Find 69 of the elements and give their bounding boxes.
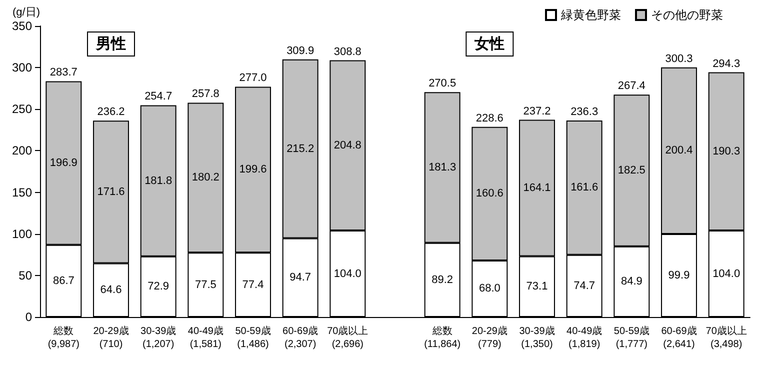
total-label: 237.2	[523, 105, 551, 118]
x-tick-label: 総数 (9,987)	[48, 325, 80, 350]
y-tick-label: 200	[12, 144, 32, 158]
data-label: 99.9	[668, 269, 690, 282]
x-tick-label: 20-29歳 (710)	[93, 325, 129, 350]
total-label: 308.8	[334, 46, 362, 58]
total-label: 254.7	[144, 90, 172, 103]
annotation: 男性	[95, 35, 126, 52]
x-tick-label: 30-39歳 (1,350)	[519, 325, 555, 350]
x-tick-label: 30-39歳 (1,207)	[140, 325, 176, 350]
data-label: 104.0	[712, 268, 740, 280]
legend-label: その他の野菜	[651, 8, 723, 22]
data-label: 89.2	[432, 274, 454, 286]
x-tick-label: 60-69歳 (2,641)	[661, 325, 697, 350]
data-label: 86.7	[52, 274, 74, 287]
data-label: 72.9	[148, 280, 170, 293]
total-label: 236.3	[570, 106, 598, 118]
x-tick-label: 50-59歳 (1,486)	[235, 325, 271, 350]
total-label: 294.3	[712, 58, 740, 70]
y-tick-label: 0	[25, 310, 32, 324]
data-label: 181.8	[144, 174, 172, 187]
y-tick-label: 350	[12, 19, 32, 33]
data-label: 161.6	[570, 182, 598, 194]
x-tick-label: 70歳以上 (3,498)	[706, 325, 747, 350]
x-tick-label: 60-69歳 (2,307)	[282, 325, 318, 350]
data-label: 84.9	[620, 276, 642, 288]
total-label: 267.4	[618, 80, 646, 92]
data-label: 94.7	[290, 272, 312, 284]
y-tick-label: 150	[12, 185, 32, 200]
data-label: 160.6	[476, 188, 504, 200]
data-label: 199.6	[239, 164, 267, 176]
data-label: 77.5	[194, 278, 216, 291]
data-label: 215.2	[286, 142, 314, 155]
y-tick-label: 100	[12, 226, 32, 241]
total-label: 257.8	[192, 88, 220, 100]
data-label: 190.3	[712, 145, 740, 158]
total-label: 283.7	[50, 66, 78, 79]
data-label: 182.5	[618, 164, 646, 177]
data-label: 200.4	[665, 144, 693, 157]
x-tick-label: 40-49歳 (1,581)	[188, 325, 224, 350]
total-label: 277.0	[239, 72, 267, 84]
y-axis-title: (g/日)	[12, 6, 40, 18]
data-label: 164.1	[523, 182, 551, 194]
y-tick-label: 250	[12, 102, 32, 116]
total-label: 300.3	[665, 52, 693, 65]
data-label: 180.2	[192, 172, 220, 184]
total-label: 309.9	[286, 44, 314, 57]
x-tick-label: 総数 (11,864)	[424, 325, 461, 350]
total-label: 228.6	[476, 112, 504, 124]
x-tick-label: 20-29歳 (779)	[472, 325, 508, 350]
data-label: 73.1	[526, 280, 548, 293]
legend-label: 緑黄色野菜	[560, 8, 621, 22]
x-tick-label: 70歳以上 (2,696)	[327, 325, 368, 350]
data-label: 68.0	[478, 282, 500, 295]
data-label: 196.9	[50, 157, 78, 170]
x-tick-label: 50-59歳 (1,777)	[614, 325, 650, 350]
data-label: 64.6	[100, 284, 122, 296]
y-tick-label: 50	[18, 268, 32, 282]
x-tick-label: 40-49歳 (1,819)	[566, 325, 602, 350]
data-label: 74.7	[574, 280, 596, 292]
data-label: 77.4	[242, 278, 264, 291]
data-label: 171.6	[97, 186, 125, 198]
y-tick-label: 300	[12, 60, 32, 75]
total-label: 236.2	[97, 106, 125, 118]
annotation: 女性	[474, 35, 505, 52]
data-label: 204.8	[334, 139, 362, 152]
data-label: 181.3	[428, 161, 456, 174]
data-label: 104.0	[334, 268, 362, 280]
total-label: 270.5	[428, 78, 456, 90]
